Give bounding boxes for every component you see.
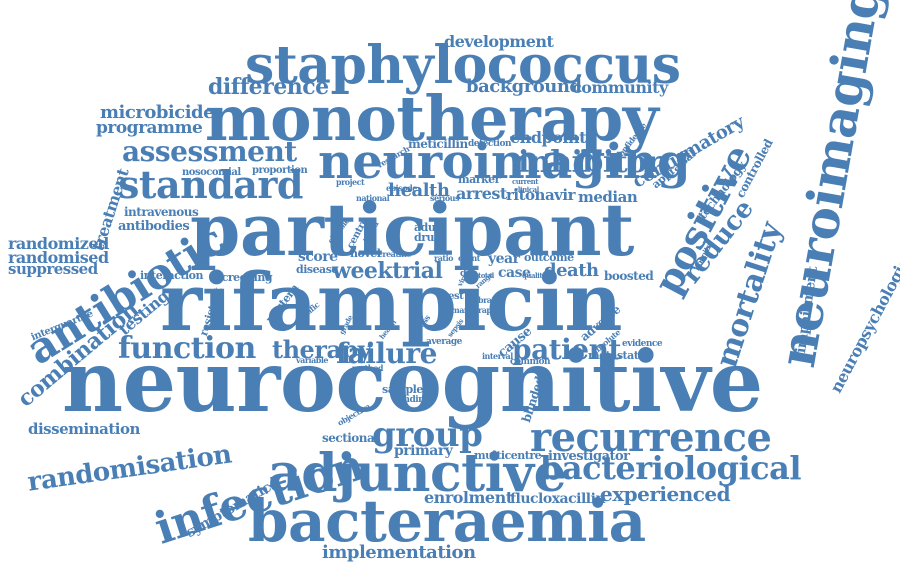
word-community: community xyxy=(572,80,668,96)
word-quality: quality xyxy=(522,272,546,279)
word-development: development xyxy=(444,34,553,50)
word-current: current xyxy=(512,178,538,185)
word-screening: screening xyxy=(216,272,272,283)
word-median: median xyxy=(578,190,637,205)
word-risk: risk xyxy=(438,294,451,301)
word-detection: detection xyxy=(468,140,511,149)
word-weektrial: weektrial xyxy=(332,260,442,282)
word-assessment: assessment xyxy=(122,138,297,166)
word-programme: programme xyxy=(96,120,202,137)
word-clinical: clinical xyxy=(514,186,539,193)
word-method: method xyxy=(352,364,383,372)
word-difference: difference xyxy=(208,76,329,98)
word-rapid: rapid xyxy=(478,306,499,314)
word-enrolment: enrolment xyxy=(424,490,513,506)
word-death: death xyxy=(544,262,599,280)
word-marker: marker xyxy=(458,174,500,185)
word-multicentre: multicentre xyxy=(474,450,541,461)
word-year: year xyxy=(488,252,520,266)
word-investigator: investigator xyxy=(548,450,630,463)
word-evidence: evidence xyxy=(622,340,662,349)
word-average: average xyxy=(426,338,462,347)
word-endpoint: endpoint xyxy=(510,130,586,146)
word-ratio: ratio xyxy=(434,254,453,262)
word-national: national xyxy=(356,194,389,202)
word-dissemination: dissemination xyxy=(28,422,140,437)
word-sample: sample xyxy=(382,384,423,395)
word-woman: woman xyxy=(440,306,469,314)
word-serious: serious xyxy=(430,194,459,202)
word-variable: variable xyxy=(296,356,328,364)
word-common: common xyxy=(510,358,550,367)
word-proportion: proportion xyxy=(252,166,307,176)
word-brain: brain xyxy=(478,296,499,304)
word-funding: funding xyxy=(394,396,430,405)
word-outcome: outcome xyxy=(524,252,574,263)
word-event: event xyxy=(458,254,480,262)
word-nosocomial: nosocomial xyxy=(182,168,241,178)
word-implementation: implementation xyxy=(322,544,476,562)
word-episode: episode xyxy=(386,184,417,192)
word-disease: disease xyxy=(296,264,338,275)
word-experienced: experienced xyxy=(600,484,730,504)
word-primary: primary xyxy=(394,444,452,458)
word-flucloxacillin: flucloxacillin xyxy=(510,492,605,506)
word-function: function xyxy=(118,334,256,364)
word-project: project xyxy=(336,178,364,186)
word-meticillin: meticillin xyxy=(408,138,468,150)
word-score: score xyxy=(298,250,338,264)
word-intravenous: intravenous xyxy=(124,206,198,218)
word-arrest: arrest xyxy=(456,186,507,202)
word-drug: drug xyxy=(414,232,441,243)
word-background: background xyxy=(466,78,582,96)
word-creatine: creatine xyxy=(378,250,411,258)
word-suppressed: suppressed xyxy=(8,262,98,277)
